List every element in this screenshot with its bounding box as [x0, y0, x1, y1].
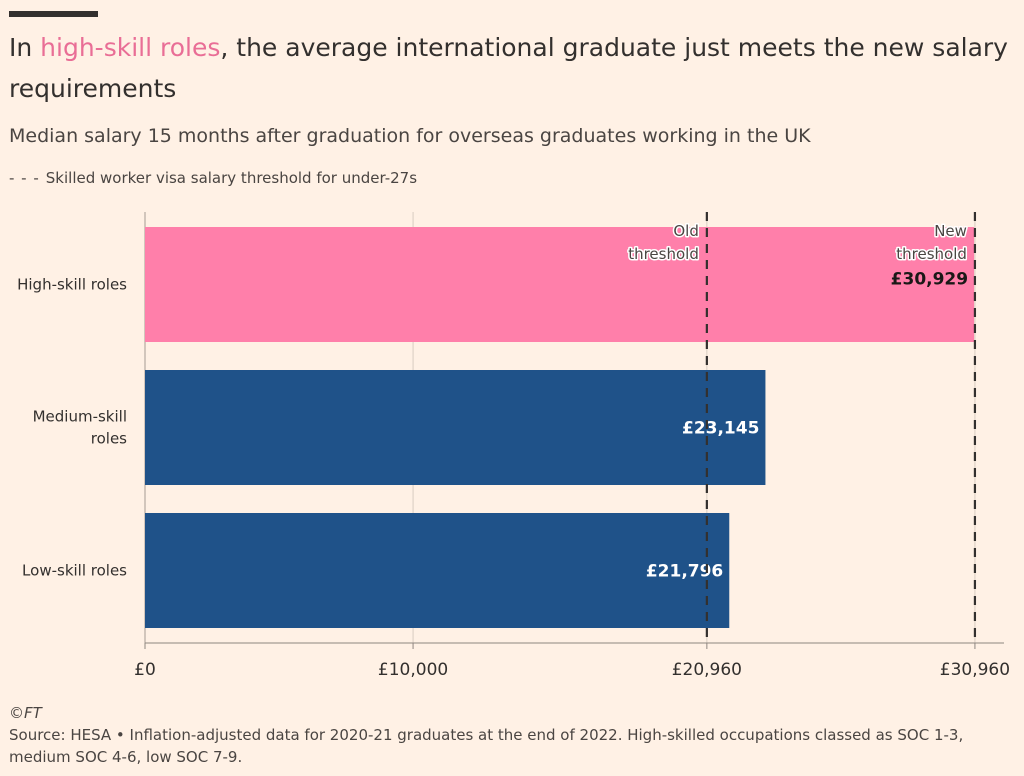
category-label: Low-skill roles: [22, 562, 127, 580]
bar: [145, 513, 730, 628]
bar: [145, 370, 766, 485]
threshold-label: threshold: [628, 245, 699, 263]
threshold-label: threshold: [896, 245, 967, 263]
x-tick-label: £10,000: [378, 660, 448, 680]
value-label: £23,145: [682, 419, 759, 439]
threshold-label: Old: [673, 222, 699, 240]
chart-subtitle: Median salary 15 months after graduation…: [9, 125, 811, 147]
x-tick-label: £0: [134, 660, 156, 680]
threshold-label: New: [934, 222, 967, 240]
legend-dash-symbol: - - -: [9, 169, 40, 187]
category-label: roles: [91, 430, 127, 448]
top-rule: [9, 11, 98, 17]
headline-prefix: In: [9, 33, 41, 62]
bar-chart: High-skill roles £30,929 Medium-skill roles…: [17, 212, 1010, 680]
chart-footer: ©FT Source: HESA • Inflation-adjusted da…: [9, 702, 1019, 768]
chart-headline: In high-skill roles, the average interna…: [9, 27, 1014, 109]
source-note: Source: HESA • Inflation-adjusted data f…: [9, 726, 964, 766]
bar: [145, 227, 975, 342]
copyright: ©FT: [9, 704, 42, 722]
value-label: £21,796: [646, 562, 723, 582]
category-label: High-skill roles: [17, 276, 127, 294]
headline-highlight: high-skill roles: [40, 33, 221, 62]
headline-suffix: , the average international graduate jus…: [9, 33, 1008, 103]
category-label: Medium-skill: [33, 408, 127, 426]
legend-label: Skilled worker visa salary threshold for…: [45, 169, 418, 187]
x-tick-label: £20,960: [672, 660, 742, 680]
value-label: £30,929: [891, 270, 968, 290]
chart-legend: - - - Skilled worker visa salary threshol…: [9, 167, 417, 189]
x-tick-label: £30,960: [940, 660, 1010, 680]
